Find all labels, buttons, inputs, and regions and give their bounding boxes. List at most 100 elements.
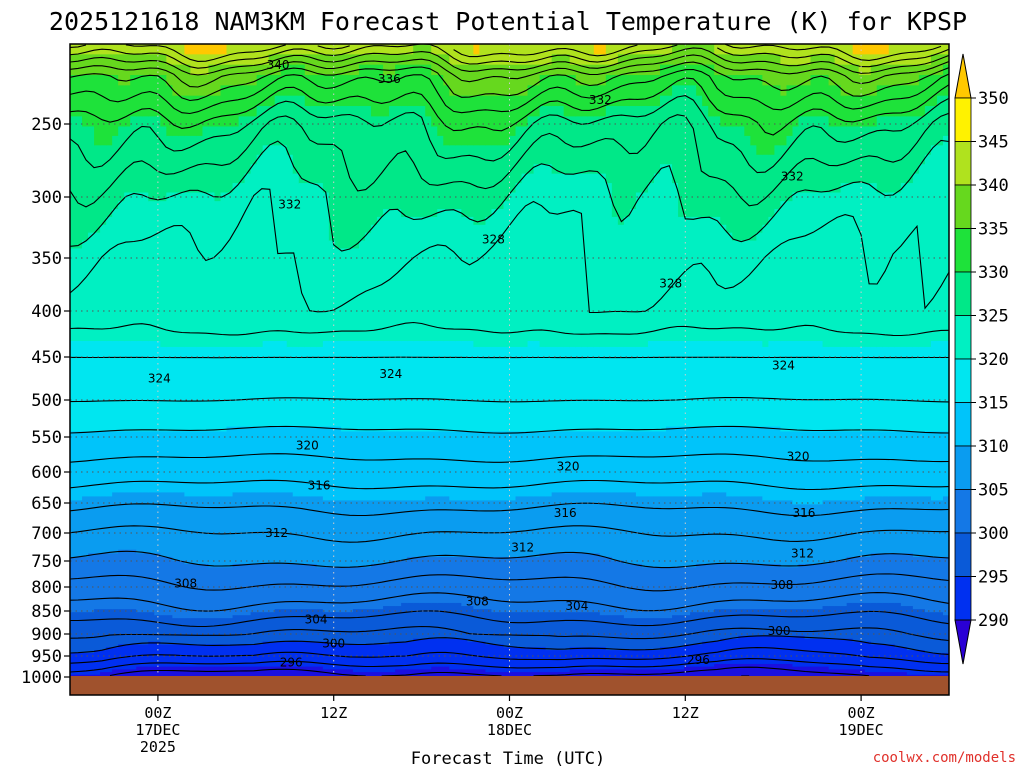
color-band-cell [708,426,715,494]
color-band-cell [401,431,408,502]
color-band-cell [214,567,222,619]
color-band-cell [780,635,788,665]
color-band-cell [70,652,77,676]
color-band-cell [455,500,463,558]
color-band-cell [316,567,324,610]
color-band-cell [684,615,691,646]
color-band-cell [918,650,926,676]
color-band-cell [864,183,872,348]
color-band-cell [870,644,878,673]
color-band-cell [491,556,499,613]
color-band-cell [726,663,733,687]
color-band-cell [792,341,800,433]
color-band-cell [611,346,619,433]
color-band-cell [118,54,125,87]
color-band-cell [936,145,944,342]
color-band-cell [509,556,517,613]
color-band-cell [244,64,252,87]
color-band-cell [352,54,360,76]
color-band-cell [678,615,685,648]
color-band-cell [461,431,469,502]
color-band-cell [720,126,727,226]
color-band-cell [870,553,878,604]
color-band-cell [864,54,872,76]
contour-value-label: 312 [265,526,288,540]
color-band-cell [340,431,348,502]
color-band-cell [515,95,523,128]
color-band-cell [196,75,204,97]
color-band-cell [503,346,511,433]
color-band-cell [581,492,589,555]
color-band-cell [190,135,198,194]
color-band-cell [383,209,390,342]
color-band-cell [389,641,396,673]
color-band-cell [214,431,222,498]
color-band-cell [696,426,703,498]
color-band-cell [250,44,258,66]
color-band-cell [900,553,908,607]
color-band-cell [286,64,294,97]
color-band-cell [377,609,384,646]
color-band-cell [503,431,511,502]
color-band-cell [328,644,336,671]
color-band-cell [461,606,469,640]
colorbar-label: 350 [978,89,1009,109]
color-band-cell [346,75,354,107]
colorbar-label: 295 [978,568,1009,588]
color-band-cell [467,606,475,643]
color-band-cell [605,106,613,184]
color-band-cell [352,567,360,610]
color-band-cell [316,54,324,76]
color-band-cell [389,500,396,562]
color-band-cell [304,496,312,565]
color-band-cell [497,209,505,348]
color-band-cell [449,431,457,502]
color-band-cell [720,492,727,565]
color-band-cell [738,44,745,56]
color-band-cell [840,183,848,348]
color-band-cell [298,64,306,97]
color-band-cell [509,500,517,558]
color-band-cell [395,209,402,342]
color-band-cell [792,635,800,668]
color-band-cell [521,95,529,128]
color-band-cell [647,431,655,498]
color-band-cell [244,426,252,494]
color-band-cell [521,126,529,175]
color-band-cell [70,248,77,342]
color-band-cell [334,44,342,56]
color-band-cell [521,431,529,498]
color-band-cell [876,85,884,118]
color-band-cell [804,116,812,194]
color-band-cell [142,553,149,613]
color-band-cell [666,95,673,165]
color-band-cell [160,44,168,56]
contour-value-text: 312 [265,526,288,540]
color-band-cell [208,126,216,194]
contour-line [109,666,870,677]
color-band-cell [232,563,240,616]
color-band-cell [882,44,890,56]
color-band-cell [407,500,414,558]
color-band-cell [551,346,559,433]
color-band-cell [184,346,192,433]
color-band-cell [575,492,583,555]
color-band-cell [894,496,902,555]
color-band-cell [340,567,348,613]
color-band-cell [443,602,450,640]
color-band-cell [497,95,505,147]
color-band-cell [425,638,432,671]
color-band-cell [340,54,348,76]
color-band-cell [383,563,390,607]
color-band-cell [750,341,758,428]
color-band-cell [76,431,83,502]
color-band-cell [292,95,300,175]
color-band-cell [816,75,824,118]
color-band-cell [148,341,155,433]
color-band-cell [816,341,824,433]
color-band-cell [160,54,168,76]
color-band-cell [118,549,125,610]
color-band-cell [491,644,499,673]
color-band-cell [924,612,932,654]
color-band-cell [88,553,95,613]
